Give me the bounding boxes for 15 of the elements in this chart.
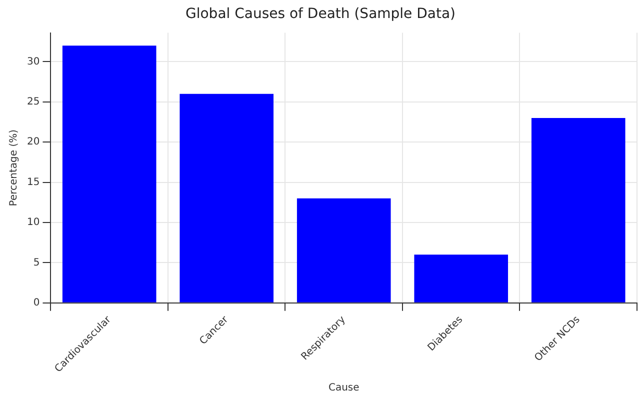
bar (180, 94, 274, 302)
x-axis-title: Cause (328, 382, 360, 394)
y-tick-label: 10 (26, 217, 40, 228)
chart-title: Global Causes of Death (Sample Data) (185, 6, 456, 22)
y-tick-label: 30 (26, 56, 40, 68)
bar (296, 198, 391, 302)
bar (414, 254, 508, 302)
y-tick-label: 15 (26, 176, 40, 188)
bar (62, 46, 156, 302)
y-tick-label: 20 (26, 136, 40, 148)
bar (531, 118, 626, 302)
y-tick-label: 5 (33, 257, 40, 268)
y-axis-title: Percentage (%) (8, 129, 20, 206)
y-tick-label: 0 (33, 298, 40, 308)
y-tick-label: 25 (26, 96, 40, 108)
